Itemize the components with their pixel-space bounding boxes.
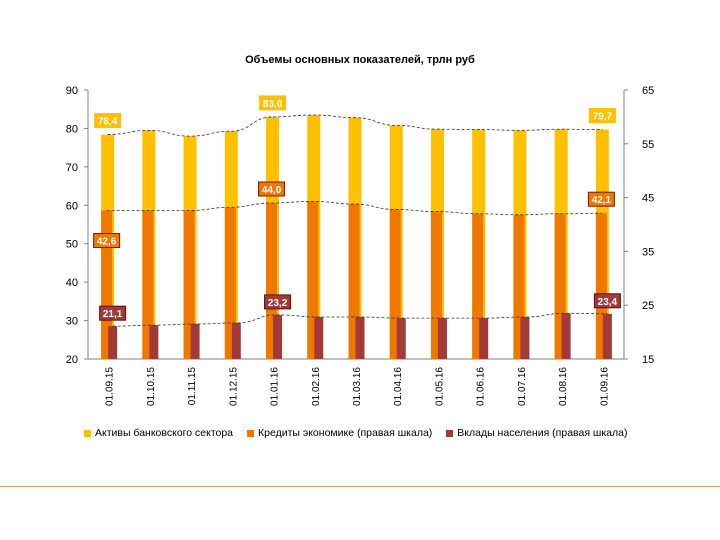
category-label: 01.09.15 [105, 367, 116, 406]
left-tick-label: 80 [66, 123, 78, 135]
bar-series-2 [602, 313, 612, 359]
data-label-box [94, 113, 122, 129]
left-tick-label: 40 [66, 277, 78, 289]
left-tick-label: 50 [66, 239, 78, 251]
category-label: 01.06.16 [476, 367, 487, 406]
right-tick-label: 15 [642, 354, 654, 366]
data-label-box [258, 181, 286, 197]
bar-series-2 [355, 317, 365, 359]
category-label: 01.03.16 [352, 367, 363, 406]
bar-series-2 [231, 322, 241, 359]
bar-series-1 [101, 210, 113, 359]
data-label-box [99, 305, 127, 321]
data-label: 83,0 [263, 99, 283, 110]
bar-series-1 [266, 202, 278, 359]
bar-series-1 [513, 214, 525, 359]
footer-divider [0, 486, 720, 487]
data-label: 79,7 [593, 112, 613, 123]
category-label: 01.11.15 [187, 367, 198, 406]
bar-series-2 [437, 318, 447, 359]
left-tick-label: 70 [66, 162, 78, 174]
data-label-box [264, 294, 292, 310]
bar-series-2 [520, 317, 530, 359]
bar-series-1 [307, 201, 319, 359]
data-label-box [259, 95, 287, 111]
bar-series-2 [561, 313, 571, 359]
legend-swatch-assets [84, 429, 91, 437]
bar-series-1 [472, 213, 484, 359]
left-tick-label: 60 [66, 200, 78, 212]
category-label: 01.09.16 [599, 367, 610, 406]
category-label: 01.10.15 [146, 367, 157, 406]
right-tick-label: 25 [642, 300, 654, 312]
left-tick-label: 20 [66, 354, 78, 366]
data-label: 42,1 [592, 195, 612, 206]
legend-swatch-deposits [446, 429, 454, 437]
bar-series-1 [348, 204, 360, 359]
bar-series-2 [314, 317, 324, 359]
bar-series-2 [273, 314, 283, 359]
chart-title: Объемы основных показателей, трлн руб [245, 54, 475, 66]
data-label: 78,4 [98, 117, 118, 128]
data-label: 21,1 [103, 309, 123, 320]
bar-series-1 [595, 213, 607, 359]
bar-series-1 [224, 207, 236, 359]
bar-series-2 [108, 326, 118, 359]
bar-series-1 [142, 210, 154, 359]
legend-item-deposits: Вклады населения (правая шкала) [446, 427, 627, 439]
category-label: 01.02.16 [311, 367, 322, 406]
right-tick-label: 65 [642, 85, 654, 97]
trendline-series-2 [112, 312, 608, 327]
data-label-box [593, 293, 621, 309]
left-tick-label: 30 [66, 316, 78, 328]
category-label: 01.01.16 [270, 367, 281, 406]
data-label: 44,0 [262, 185, 282, 196]
data-label-box [588, 108, 616, 124]
bar-series-1 [430, 211, 442, 359]
right-tick-label: 45 [642, 193, 654, 205]
legend-item-credits: Кредиты экономике (правая шкала) [247, 427, 432, 439]
category-label: 01.07.16 [517, 367, 528, 406]
bar-series-2 [149, 325, 159, 359]
data-label: 23,2 [268, 298, 288, 309]
category-label: 01.12.15 [228, 367, 239, 406]
trendline-series-0 [107, 114, 603, 137]
legend-item-assets: Активы банковского сектора [84, 427, 233, 439]
right-tick-label: 55 [642, 139, 654, 151]
legend-label-assets: Активы банковского сектора [95, 427, 234, 439]
legend-label-deposits: Вклады населения (правая шкала) [457, 427, 628, 439]
bar-series-2 [396, 318, 406, 359]
data-label: 23,4 [598, 297, 618, 308]
right-tick-label: 35 [642, 246, 654, 258]
bar-series-2 [190, 324, 200, 359]
legend: Активы банковского сектора Кредиты эконо… [84, 427, 704, 439]
left-tick-label: 90 [66, 85, 78, 97]
category-label: 01.08.16 [558, 367, 569, 406]
data-label-box [587, 191, 615, 207]
legend-label-credits: Кредиты экономике (правая шкала) [258, 427, 433, 439]
bar-series-1 [554, 213, 566, 359]
category-label: 01.04.16 [393, 367, 404, 406]
data-label: 42,6 [97, 237, 117, 248]
trendline-series-1 [106, 200, 602, 216]
bar-series-1 [389, 209, 401, 359]
bar-series-2 [479, 318, 489, 359]
bar-series-1 [183, 210, 195, 359]
category-label: 01.05.16 [434, 367, 445, 406]
data-label-box [93, 233, 121, 249]
legend-swatch-credits [247, 429, 255, 437]
